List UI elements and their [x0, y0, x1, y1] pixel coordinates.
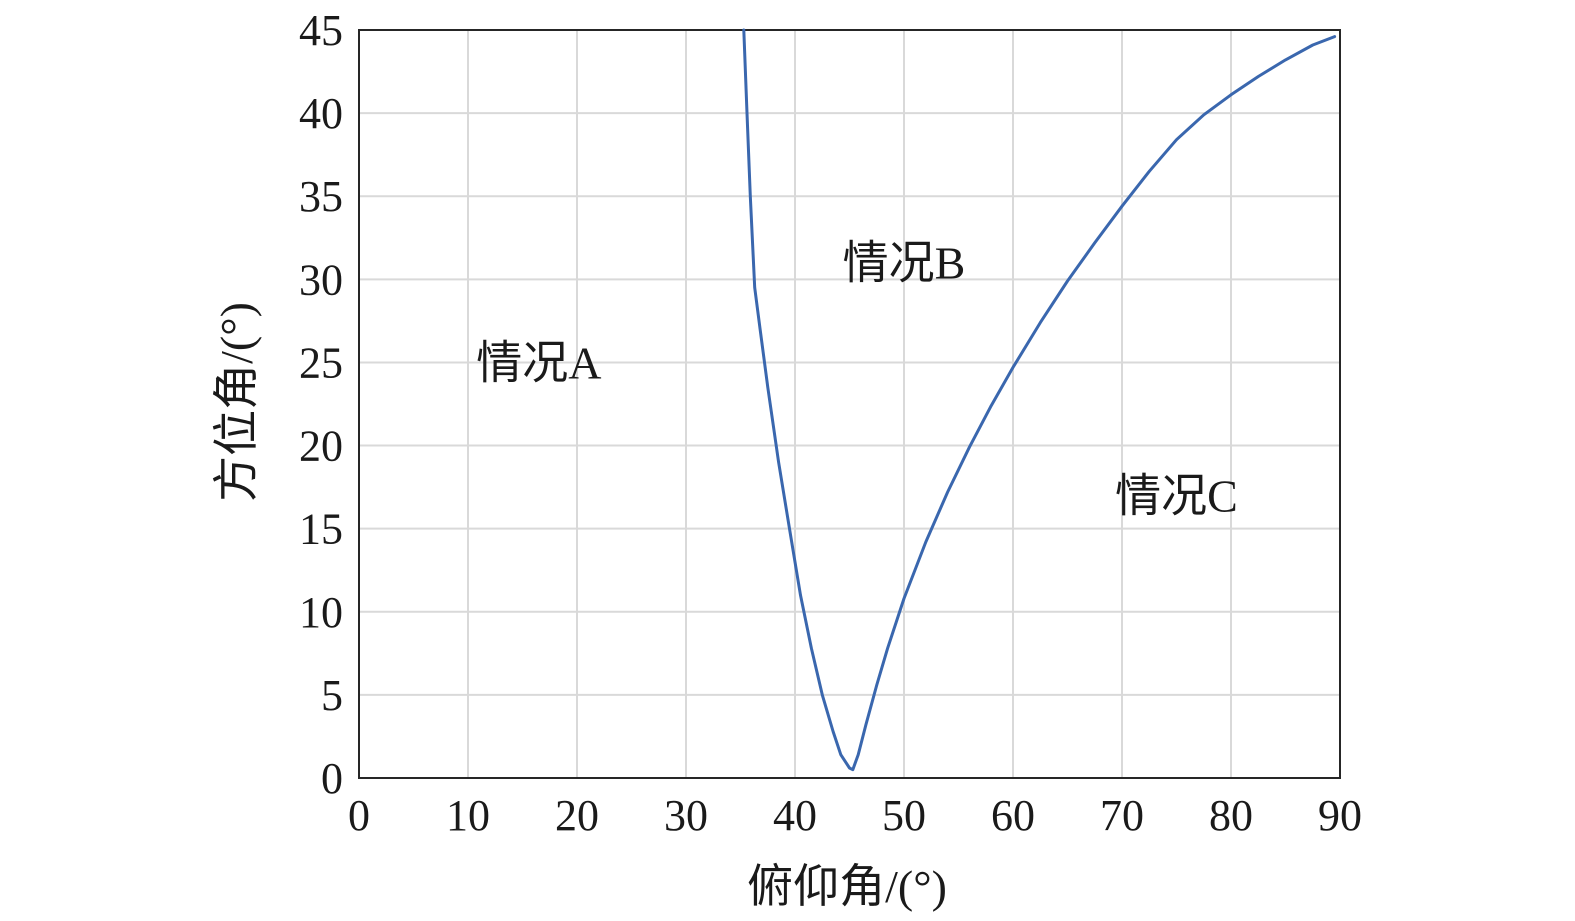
region-label: 情况B [843, 238, 966, 289]
y-tick-label: 40 [299, 89, 343, 138]
tick-labels: 0 10 20 30 40 50 60 70 80 90 0 5 10 15 20 25 30 35 40 45 [299, 6, 1362, 840]
x-tick-label: 10 [446, 791, 490, 840]
x-tick-label: 70 [1100, 791, 1144, 840]
y-tick-label: 30 [299, 255, 343, 304]
x-tick-label: 30 [664, 791, 708, 840]
x-tick-label: 50 [882, 791, 926, 840]
series-line [742, 28, 1337, 772]
y-tick-label: 35 [299, 172, 343, 221]
y-tick-label: 45 [299, 6, 343, 55]
plot-frame [358, 29, 1341, 779]
y-tick-label: 5 [321, 671, 343, 720]
y-tick-label: 0 [321, 754, 343, 803]
y-tick-label: 25 [299, 338, 343, 387]
x-tick-label: 80 [1209, 791, 1253, 840]
region-label: 情况C [1115, 470, 1238, 521]
y-tick-label: 20 [299, 422, 343, 471]
region-label: 情况A [476, 337, 601, 388]
x-tick-label: 60 [991, 791, 1035, 840]
y-tick-label: 10 [299, 588, 343, 637]
grid [358, 29, 1341, 779]
series-layer [742, 28, 1337, 772]
x-tick-label: 90 [1318, 791, 1362, 840]
x-tick-label: 20 [555, 791, 599, 840]
x-tick-label: 40 [773, 791, 817, 840]
x-tick-label: 0 [348, 791, 370, 840]
region-annotations: 情况A 情况B 情况C [476, 238, 1238, 522]
y-tick-label: 15 [299, 505, 343, 554]
y-axis-label: 方位角/(°) [211, 302, 262, 502]
x-axis-label: 俯仰角/(°) [747, 861, 947, 912]
